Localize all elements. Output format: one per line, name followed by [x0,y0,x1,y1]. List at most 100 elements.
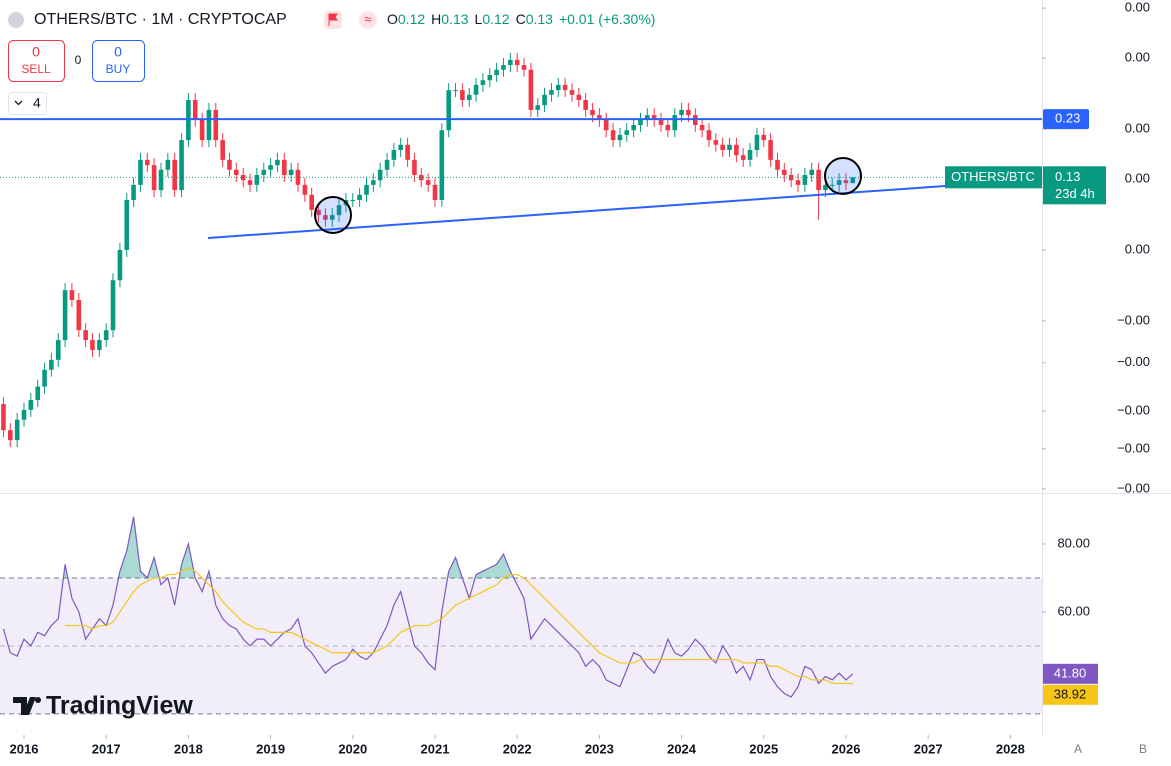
ohlc-letter: C [516,11,526,27]
highlight-circle [824,157,862,195]
candle-body [371,180,376,185]
candle-body [823,184,828,191]
x-tick-label: 2024 [667,741,697,756]
candle-body [83,330,88,341]
candle-body [720,144,725,150]
candle-body [55,340,61,360]
x-tick-label: 2022 [503,741,532,756]
candle-body [576,94,582,100]
candle-body [706,130,712,141]
candle-body [103,330,109,341]
sell-label: SELL [21,62,51,76]
candle-body [836,180,842,185]
sell-count: 0 [32,44,40,60]
ohlc-value: 0.13 [441,11,468,27]
y-tick-label: 0.00 [1125,170,1150,185]
candle-body [49,359,54,370]
candle-body [514,59,520,66]
candle-body [494,69,499,75]
candle-body [658,119,664,125]
x-tick-label: 2018 [174,741,203,756]
y-tick-label: −0.00 [1117,354,1150,369]
y-tick-label: −0.00 [1117,480,1150,495]
series-name: OTHERS/BTC [951,169,1035,184]
candle-body [460,90,465,100]
logo-dot [35,697,41,703]
buy-button[interactable] [92,40,145,82]
x-tick-label: 2019 [256,741,285,756]
candle-body [261,169,267,175]
candle-body [158,169,164,191]
candle-body [42,369,47,387]
candle-body [850,177,856,184]
series-name-tag [945,166,1042,189]
candle-body [90,340,95,350]
rsi-y-tick-label: 80.00 [1057,535,1090,550]
candle-body [412,159,417,175]
indicator-count: 4 [33,95,41,111]
candle-body [569,90,575,95]
candle-body [795,180,801,185]
indicators-toggle[interactable] [8,92,47,115]
candle-body [124,199,130,250]
candle-body [542,94,547,106]
wave-glyph: ≈ [364,11,371,26]
scale-button[interactable]: B [1139,742,1147,756]
sell-button[interactable] [8,40,65,82]
wave-icon[interactable] [359,11,377,29]
candle-body [809,169,814,175]
trade-buttons: 0 SELL 0 0 BUY 4 [8,40,145,115]
candle-body [213,109,219,141]
x-tick-label: 2021 [421,741,450,756]
candle-body [110,280,116,331]
candle-body [761,134,767,141]
symbol-icon [8,12,24,28]
x-tick-label: 2028 [996,741,1025,756]
rsi-value-label: 41.80 [1054,665,1087,680]
candle-body [302,184,308,195]
horizontal-line-tag [1043,109,1089,130]
x-tick-label: 2017 [92,741,121,756]
candle-body [14,419,20,441]
candle-body [364,184,369,195]
candle-body [151,165,157,191]
candle-body [562,84,568,91]
candle-body [768,140,773,160]
candle-body [672,115,678,131]
candle-body [528,69,534,110]
x-tick-label: 2025 [749,741,778,756]
candle-body [316,209,321,216]
chart-title: OTHERS/BTC · 1M · CRYPTOCAP [34,11,287,28]
candle-body [35,386,41,400]
candle-body [7,430,13,441]
rsi-y-tick-label: 60.00 [1057,603,1090,618]
candle-body [97,340,102,350]
last-price-tag [1043,166,1106,205]
candle-body [425,180,431,185]
rsi-line [2,516,854,698]
candle-body [357,194,362,200]
candle-body [644,115,650,120]
candle-body [76,299,82,331]
y-tick-label: 0.00 [1125,50,1150,65]
candle-body [480,80,486,85]
candle-body [740,155,746,160]
candle-body [398,144,404,150]
candle-body [234,169,239,175]
spread: 0 [75,53,82,67]
candle-body [617,134,623,141]
candle-body [713,140,719,145]
x-tick-label: 2023 [585,741,614,756]
auto-scale-button[interactable]: A [1074,742,1082,756]
candle-body [549,90,554,95]
candle-body [651,115,657,120]
candle-body [843,180,849,184]
candle-body [62,290,68,341]
candle-body [466,94,472,100]
rsi-pane [0,516,1042,715]
highlight-circle [314,196,352,234]
candle-body [535,105,541,110]
y-tick-label: −0.00 [1117,440,1150,455]
last-price-label: 0.13 [1055,169,1080,184]
price-pane [0,52,1042,448]
